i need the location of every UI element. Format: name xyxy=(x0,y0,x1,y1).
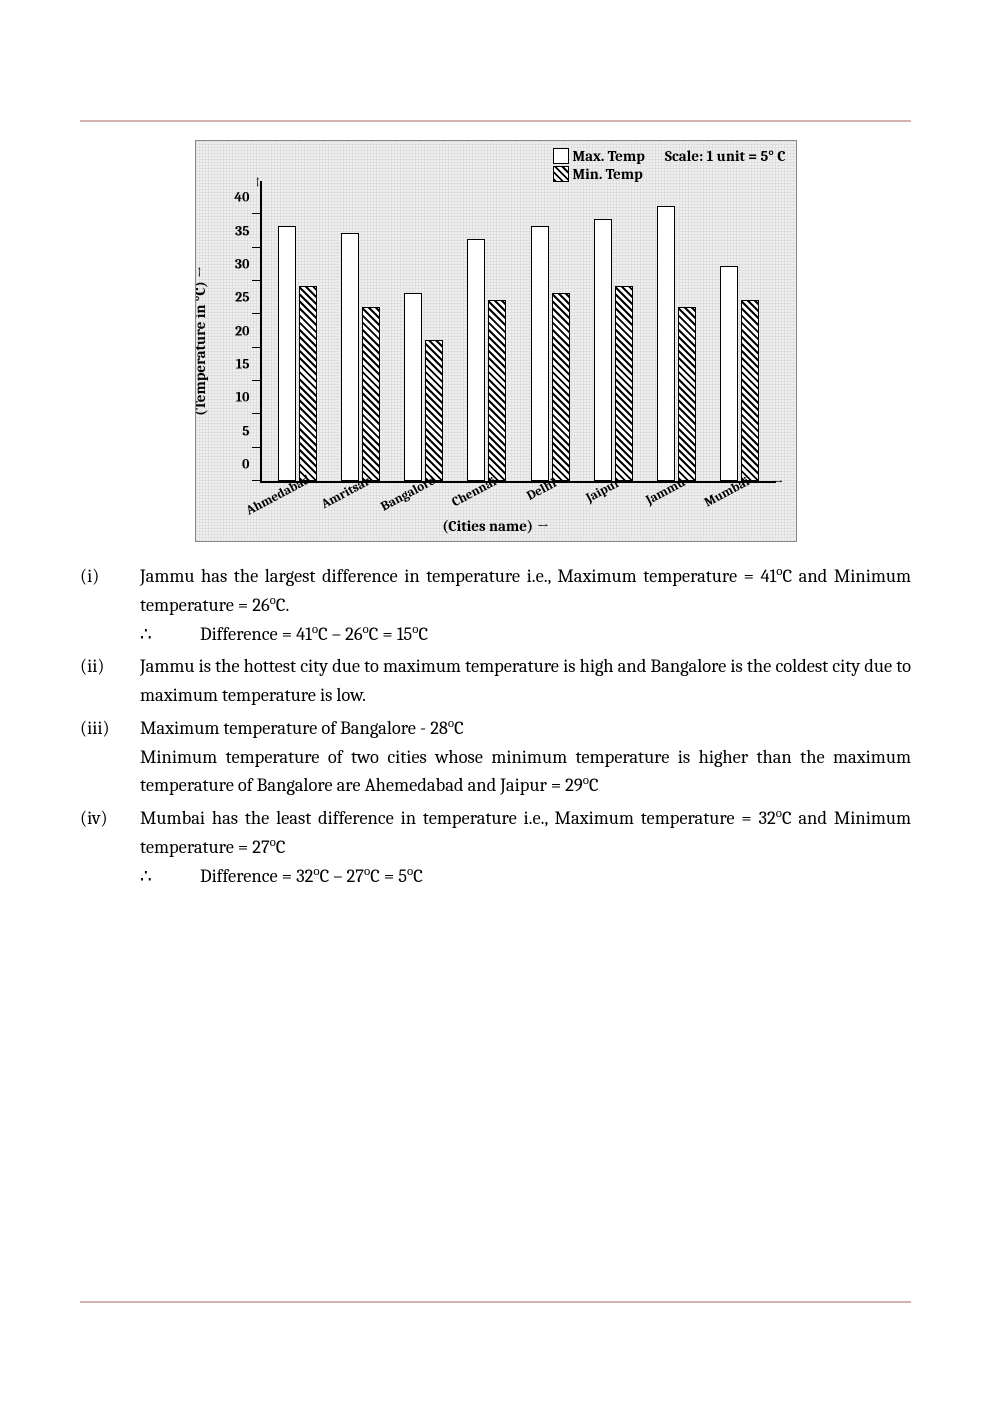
text: C. xyxy=(276,594,289,616)
therefore-symbol: ∴ xyxy=(140,620,200,649)
text: C xyxy=(589,774,599,796)
ytick xyxy=(252,413,262,414)
page: Max. Temp Min. Temp Scale: 1 unit = 5° C… xyxy=(0,0,991,1403)
answer-num: (i) xyxy=(80,562,140,648)
bar-min xyxy=(362,307,380,481)
answer-i: (i) Jammu has the largest difference in … xyxy=(80,562,911,648)
text: C = 5 xyxy=(370,865,407,887)
answer-body: Mumbai has the least difference in tempe… xyxy=(140,804,911,890)
swatch-min-icon xyxy=(553,166,569,182)
calc-text: Difference = 41oC – 26oC = 15oC xyxy=(200,620,428,649)
ytick xyxy=(252,480,262,481)
text: C xyxy=(418,623,428,645)
city-group: Mumbai xyxy=(720,266,759,481)
ytick xyxy=(252,447,262,448)
legend-and-scale: Max. Temp Min. Temp Scale: 1 unit = 5° C xyxy=(553,147,786,183)
text: Jammu has the largest difference in temp… xyxy=(140,565,776,587)
city-group: Jaipur xyxy=(594,219,633,481)
scale-text: Scale: 1 unit = 5° C xyxy=(665,147,786,183)
bar-max xyxy=(531,226,549,481)
legend: Max. Temp Min. Temp xyxy=(553,147,645,183)
legend-min-label: Min. Temp xyxy=(573,165,643,183)
ytick-label: 40 xyxy=(222,189,250,206)
city-group: Ahmedabad xyxy=(278,226,317,481)
x-axis-label-text: (Cities name) xyxy=(442,517,533,535)
ytick-label: 35 xyxy=(222,222,250,239)
answer-num: (ii) xyxy=(80,652,140,709)
calc-text: Difference = 32oC – 27oC = 5oC xyxy=(200,862,423,891)
text: Difference = 32 xyxy=(200,865,313,887)
answer-body: Jammu is the hottest city due to maximum… xyxy=(140,652,911,709)
bar-min xyxy=(552,293,570,481)
ytick xyxy=(252,213,262,214)
city-group: Bangalore xyxy=(404,293,443,481)
calc-row: ∴ Difference = 41oC – 26oC = 15oC xyxy=(140,620,911,649)
text: C – 26 xyxy=(318,623,362,645)
text: C = 15 xyxy=(369,623,412,645)
y-axis-label: (Temperature in °C) → xyxy=(195,266,209,416)
top-divider xyxy=(80,120,911,122)
text: C xyxy=(413,865,423,887)
answers-block: (i) Jammu has the largest difference in … xyxy=(80,562,911,891)
ytick xyxy=(252,313,262,314)
bar-min xyxy=(615,286,633,481)
calc-row: ∴ Difference = 32oC – 27oC = 5oC xyxy=(140,862,911,891)
answer-iii: (iii) Maximum temperature of Bangalore -… xyxy=(80,714,911,800)
bar-min xyxy=(741,300,759,481)
text: C – 27 xyxy=(320,865,364,887)
bar-max xyxy=(657,206,675,481)
answer-body: Maximum temperature of Bangalore - 28oC … xyxy=(140,714,911,800)
ytick xyxy=(252,247,262,248)
bar-min xyxy=(678,307,696,481)
answer-ii: (ii) Jammu is the hottest city due to ma… xyxy=(80,652,911,709)
ytick xyxy=(252,280,262,281)
ytick-label: 15 xyxy=(222,356,250,373)
ytick-label: 20 xyxy=(222,322,250,339)
legend-max: Max. Temp xyxy=(553,147,645,165)
therefore-symbol: ∴ xyxy=(140,862,200,891)
x-axis-label: (Cities name)→ xyxy=(442,517,549,535)
legend-min: Min. Temp xyxy=(553,165,645,183)
temperature-chart: Max. Temp Min. Temp Scale: 1 unit = 5° C… xyxy=(195,140,797,542)
text: C xyxy=(276,836,286,858)
bottom-divider xyxy=(80,1301,911,1303)
bar-min xyxy=(299,286,317,481)
text: Minimum temperature of two cities whose … xyxy=(140,746,911,797)
bar-max xyxy=(720,266,738,481)
city-group: Amritsar xyxy=(341,233,380,481)
ytick-label: 0 xyxy=(222,456,250,473)
ytick-label: 5 xyxy=(222,422,250,439)
legend-max-label: Max. Temp xyxy=(573,147,645,165)
bar-max xyxy=(467,239,485,481)
y-arrow-icon: ↑ xyxy=(256,173,260,191)
ytick xyxy=(252,380,262,381)
bar-min xyxy=(425,340,443,481)
answer-iv: (iv) Mumbai has the least difference in … xyxy=(80,804,911,890)
bars-area: Ahmedabad Amritsar Bangalore Chennai Delhi Ja… xyxy=(262,181,776,481)
ytick xyxy=(252,347,262,348)
answer-num: (iv) xyxy=(80,804,140,890)
bar-max xyxy=(594,219,612,481)
bar-max xyxy=(341,233,359,481)
text: Maximum temperature of Bangalore - 28 xyxy=(140,717,448,739)
text: Difference = 41 xyxy=(200,623,312,645)
plot-area: ↑ → AhmedabadAmritsarBangaloreChennaiDel… xyxy=(260,181,776,483)
bar-min xyxy=(488,300,506,481)
city-group: Chennai xyxy=(467,239,506,481)
answer-num: (iii) xyxy=(80,714,140,800)
swatch-max-icon xyxy=(553,148,569,164)
y-axis-label-text: (Temperature in °C) xyxy=(195,281,209,416)
text: C xyxy=(454,717,464,739)
ytick-label: 10 xyxy=(222,389,250,406)
bar-max xyxy=(278,226,296,481)
text: Mumbai has the least difference in tempe… xyxy=(140,807,776,829)
answer-body: Jammu has the largest difference in temp… xyxy=(140,562,911,648)
ytick-label: 30 xyxy=(222,256,250,273)
city-group: Jammu xyxy=(657,206,696,481)
ytick-label: 25 xyxy=(222,289,250,306)
city-group: Delhi xyxy=(531,226,570,481)
bar-max xyxy=(404,293,422,481)
